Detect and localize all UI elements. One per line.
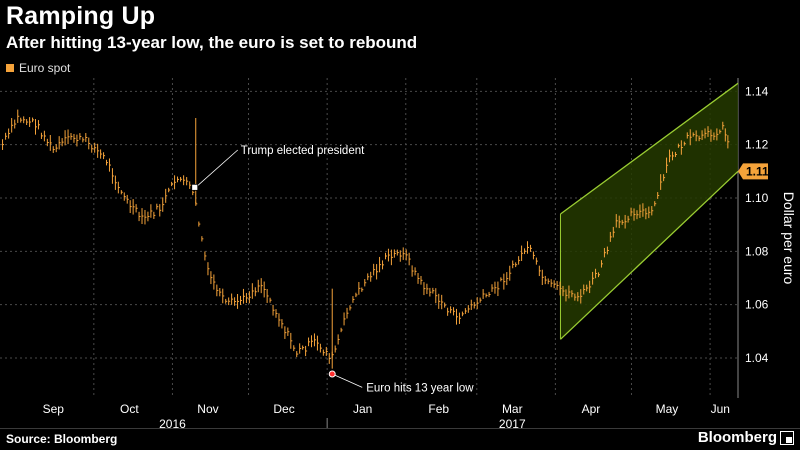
footer-source: Source: Bloomberg [6,432,118,446]
current-value-label: 1.11 [746,164,769,178]
y-tick-label: 1.12 [745,138,769,152]
series-euro-spot [2,109,730,364]
x-tick-label: Apr [582,402,601,416]
y-axis-label: Dollar per euro [781,192,797,285]
channel-lower-line [560,170,739,340]
footer-brand: Bloomberg [698,429,794,446]
x-tick-label: May [656,402,679,416]
y-tick-label: 1.04 [745,351,769,365]
chart-title: Ramping Up [6,2,156,30]
x-tick-label: Jun [711,402,730,416]
x-tick-label: Mar [502,402,523,416]
annotation-marker-trump [191,183,199,191]
y-tick-label: 1.06 [745,298,769,312]
footer-divider [0,428,800,429]
x-year-label: 2017 [499,417,526,428]
chart-subtitle: After hitting 13-year low, the euro is s… [6,33,418,52]
y-tick-label: 1.14 [745,84,769,98]
chart-plot: 1.04 1.06 1.08 1.10 1.12 1.14 Sep Oct Nov Dec Jan F… [0,78,797,428]
x-tick-label: Dec [273,402,294,416]
annotation-leader-trump [195,149,239,188]
legend: Euro spot [6,61,70,75]
y-tick-label: 1.10 [745,191,769,205]
x-year-label: 2016 [159,417,186,428]
annotation-leader-low [332,373,363,388]
x-tick-label: Jan [353,402,372,416]
annotation-text-low: Euro hits 13 year low [366,382,474,394]
annotation-marker-low [328,370,336,378]
current-value-tag [738,163,768,180]
bloomberg-logo-icon [780,430,794,445]
brand-name: Bloomberg [697,429,777,446]
x-tick-label: Oct [120,402,139,416]
y-tick-label: 1.08 [745,244,769,258]
channel-upper-line [560,82,739,215]
x-tick-label: Feb [428,402,449,416]
annotation-text-trump: Trump elected president [241,145,365,157]
legend-swatch-euro-spot [6,64,14,72]
legend-label-euro-spot: Euro spot [19,61,71,75]
x-tick-label: Nov [197,402,218,416]
x-tick-label: Sep [43,402,65,416]
